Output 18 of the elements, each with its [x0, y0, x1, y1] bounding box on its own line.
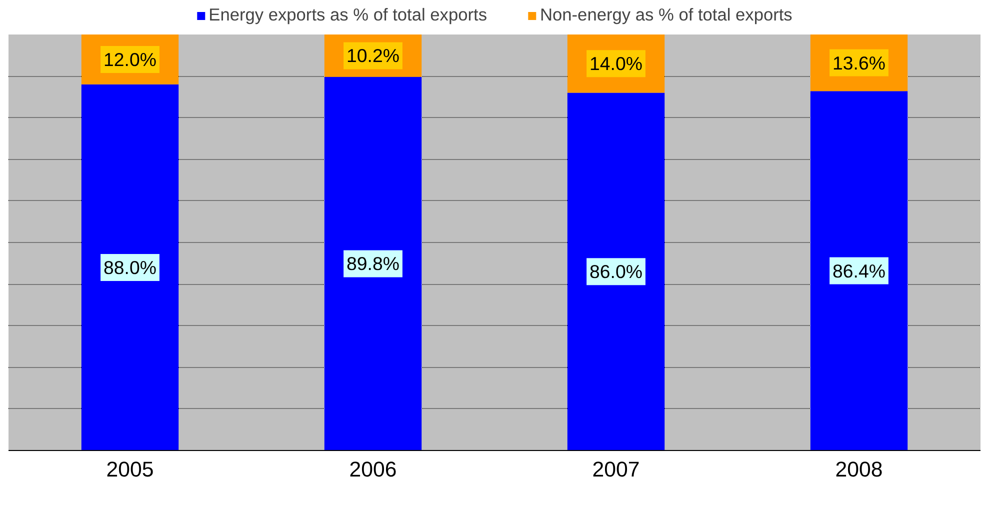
- data-label: 14.0%: [590, 53, 642, 74]
- x-tick-label: 2006: [349, 458, 397, 482]
- x-tick-label: 2005: [106, 458, 154, 482]
- data-label: 86.4%: [832, 260, 886, 282]
- bar: [81, 84, 179, 450]
- x-tick-label: 2008: [835, 458, 883, 482]
- bar: [567, 92, 665, 450]
- data-label: 12.0%: [104, 48, 156, 70]
- data-label: 86.0%: [590, 261, 642, 282]
- legend-label: Non-energy as % of total exports: [540, 4, 792, 26]
- bar: [810, 91, 908, 450]
- x-tick-label: 2007: [592, 458, 640, 482]
- data-label: 89.8%: [346, 253, 400, 274]
- data-label: 88.0%: [104, 256, 156, 278]
- bar: [324, 76, 422, 450]
- data-label: 10.2%: [346, 45, 400, 66]
- legend-label: Energy exports as % of total exports: [208, 4, 487, 26]
- data-label: 13.6%: [832, 52, 886, 74]
